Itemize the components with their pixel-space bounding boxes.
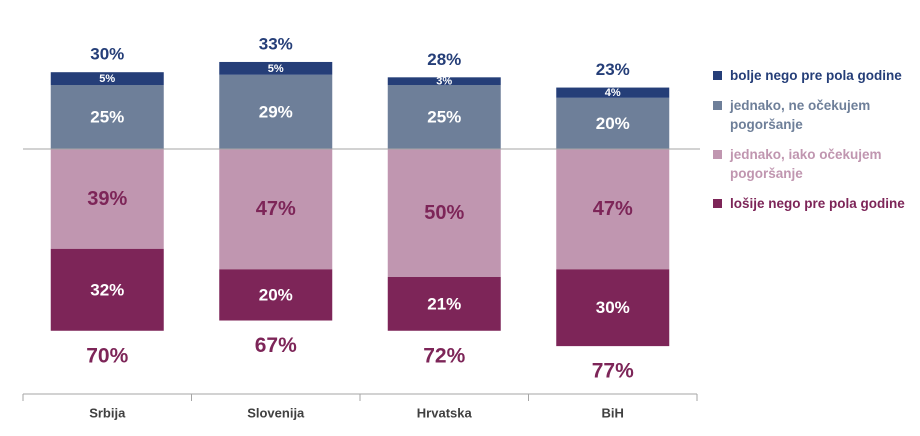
bar-segment (219, 74, 333, 149)
data-label: 47% (593, 198, 633, 220)
total-label-bottom: 72% (423, 344, 465, 367)
total-label-bottom: 67% (255, 334, 297, 357)
legend-label: jednako, iako očekujem pogoršanje (730, 147, 882, 181)
bar-segment (219, 269, 333, 321)
total-label-bottom: 70% (86, 344, 128, 367)
bar-segment (219, 61, 333, 75)
data-label: 29% (259, 102, 293, 121)
plot-area: 39% 32% 25% 5% 30% 70% Srbija 47% 20% 29% 5% 33% 67%… (22, 34, 700, 421)
category-label: BiH (602, 406, 624, 421)
legend-item: jednako, iako očekujem pogoršanje (712, 145, 912, 183)
legend-swatch (713, 101, 722, 110)
legend: bolje nego pre pola godine jednako, ne oč… (712, 66, 912, 224)
bar-segment (387, 277, 501, 331)
bar-segment (556, 87, 670, 98)
legend-label: bolje nego pre pola godine (730, 68, 902, 83)
category-label: Hrvatska (417, 406, 473, 421)
bar-segment (387, 77, 501, 85)
legend-swatch (713, 71, 722, 80)
legend-swatch (713, 199, 722, 208)
bar-segment (556, 97, 670, 149)
legend-item: lošije nego pre pola godine (712, 194, 912, 213)
data-label: 21% (427, 294, 461, 313)
bar-segment (556, 149, 670, 270)
data-label: 50% (424, 202, 464, 224)
data-label: 25% (427, 108, 461, 127)
data-label: 5% (99, 73, 115, 85)
total-label-top: 30% (90, 45, 124, 64)
data-label: 5% (268, 63, 284, 75)
bar-segment (387, 85, 501, 149)
legend-label: lošije nego pre pola godine (730, 196, 905, 211)
category-label: Srbija (89, 406, 126, 421)
total-label-top: 23% (596, 60, 630, 79)
data-label: 47% (256, 198, 296, 220)
data-label: 3% (436, 76, 452, 88)
data-label: 20% (596, 114, 630, 133)
total-label-bottom: 77% (592, 360, 634, 383)
legend-item: bolje nego pre pola godine (712, 66, 912, 85)
category-label: Slovenija (247, 406, 305, 421)
data-label: 39% (87, 188, 127, 210)
data-label: 25% (90, 108, 124, 127)
data-label: 30% (596, 298, 630, 317)
total-label-top: 28% (427, 50, 461, 69)
bar-segment (50, 149, 164, 249)
legend-item: jednako, ne očekujem pogoršanje (712, 96, 912, 134)
data-label: 20% (259, 285, 293, 304)
data-label: 4% (605, 87, 621, 99)
total-label-top: 33% (259, 34, 293, 53)
bar-segment (556, 269, 670, 347)
bar-segment (387, 149, 501, 277)
bar-segment (50, 248, 164, 331)
bar-segment (219, 149, 333, 270)
legend-swatch (713, 150, 722, 159)
bar-segment (50, 85, 164, 149)
data-label: 32% (90, 280, 124, 299)
legend-label: jednako, ne očekujem pogoršanje (730, 98, 871, 132)
bar-segment (50, 72, 164, 85)
